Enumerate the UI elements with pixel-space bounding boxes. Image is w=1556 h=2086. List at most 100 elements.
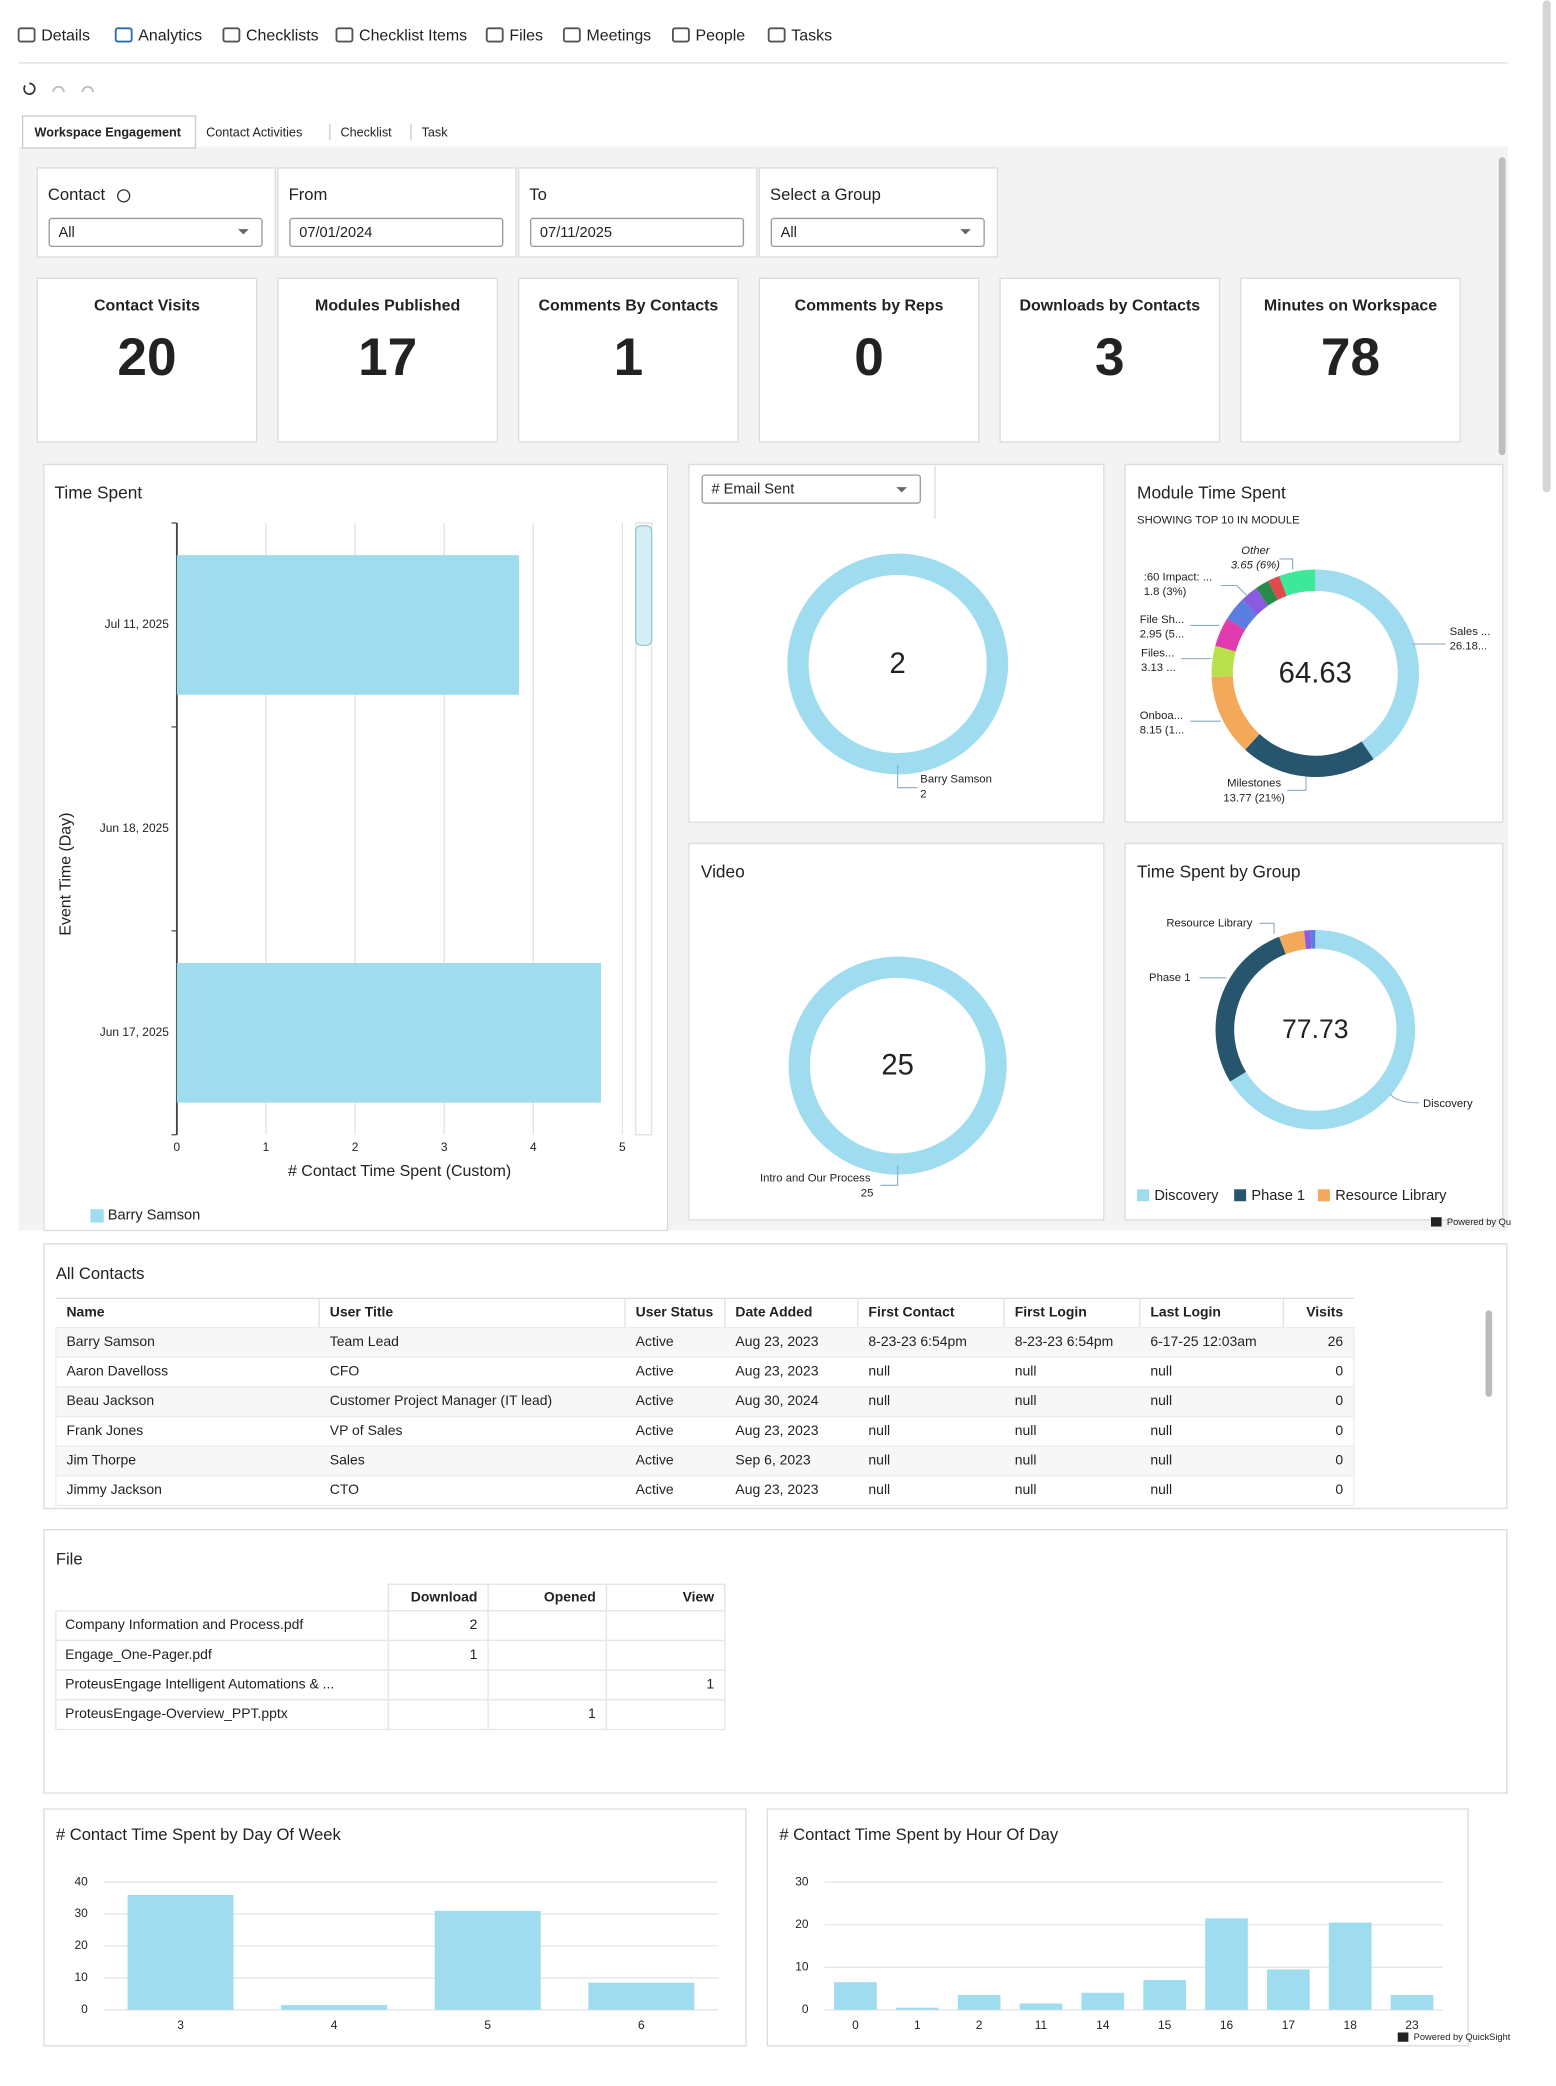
x-tick-label: 2	[352, 1140, 359, 1154]
active-subtab	[21, 115, 197, 149]
leader-line	[1220, 584, 1248, 597]
slice-label: Onboa...	[1140, 710, 1183, 722]
page-scrollbar[interactable]	[1542, 0, 1551, 493]
table-cell-box	[55, 1610, 389, 1642]
table-cell: null	[1150, 1481, 1172, 1497]
bar	[176, 555, 520, 695]
filter-input[interactable]	[529, 217, 745, 248]
kpi-label: Contact Visits	[94, 297, 200, 314]
table-cell: 1	[588, 1705, 596, 1721]
leader-line	[897, 765, 918, 789]
nav-tab[interactable]: Checklist Items	[359, 27, 467, 44]
table-cell: 0	[1335, 1392, 1343, 1408]
scroll-track	[635, 522, 653, 1136]
leader-line	[1389, 1093, 1420, 1104]
table-scrollbar[interactable]	[1485, 1310, 1493, 1397]
donut-slice	[1211, 645, 1236, 678]
chart-card	[1124, 842, 1504, 1221]
leader-line	[880, 1165, 899, 1186]
table-cell: Engage_One-Pager.pdf	[65, 1646, 212, 1662]
redo-icon[interactable]	[81, 86, 94, 93]
column-header: Last Login	[1150, 1304, 1221, 1320]
x-tick-label: 3	[441, 1140, 448, 1154]
slice-label: Files...	[1141, 647, 1174, 659]
nav-tab[interactable]: Files	[509, 27, 543, 44]
scroll-thumb[interactable]	[635, 524, 653, 647]
x-tick-label: 11	[1035, 2018, 1048, 2032]
table-cell-box	[605, 1610, 726, 1642]
donut-slice	[1211, 675, 1260, 750]
slice-label: Intro and Our Process	[760, 1173, 871, 1185]
filter-value: 07/11/2025	[540, 225, 612, 241]
donut-slice	[1279, 569, 1316, 597]
donut-slice	[787, 553, 1009, 775]
nav-tab[interactable]: Analytics	[138, 27, 202, 44]
table-cell: 26	[1328, 1333, 1344, 1349]
donut-slice	[1227, 599, 1258, 631]
table-cell: ProteusEngage-Overview_PPT.pptx	[65, 1705, 288, 1721]
dropdown-arrow	[238, 229, 249, 235]
table-cell: null	[868, 1422, 890, 1438]
nav-tab[interactable]: People	[696, 27, 746, 44]
chart-title: # Contact Time Spent by Hour Of Day	[779, 1825, 1058, 1844]
bar	[1143, 1980, 1187, 2010]
leader-line	[1259, 922, 1275, 934]
filter-input[interactable]	[48, 217, 263, 248]
filter-input[interactable]	[770, 217, 985, 248]
subtab[interactable]: Task	[422, 126, 449, 140]
bar	[834, 1982, 877, 2010]
bar	[281, 2005, 388, 2010]
table-cell-box	[387, 1699, 489, 1731]
column-header: User Title	[330, 1304, 394, 1320]
slice-label: Other	[1241, 545, 1270, 557]
subtab[interactable]: Checklist	[340, 126, 392, 140]
table-cell: null	[1015, 1422, 1037, 1438]
kpi-value: 17	[358, 328, 417, 387]
filter-value: 07/01/2024	[299, 225, 372, 241]
table-cell: Active	[636, 1422, 674, 1438]
y-tick-label: 20	[795, 1917, 809, 1931]
slice-value: 3.13 ...	[1141, 662, 1176, 674]
scrollbar[interactable]	[1498, 157, 1506, 456]
y-tick-label: 10	[795, 1959, 809, 1973]
slice-value: 13.77 (21%)	[1223, 792, 1285, 804]
refresh-icon[interactable]	[23, 82, 36, 95]
slice-value: 2	[920, 788, 926, 800]
x-tick-label: 0	[174, 1140, 181, 1154]
dropdown-value: # Email Sent	[712, 482, 795, 498]
table-cell: null	[868, 1392, 890, 1408]
table-cell: 1	[706, 1676, 714, 1692]
subtab[interactable]: Workspace Engagement	[35, 126, 182, 140]
table-cell: Aug 23, 2023	[735, 1363, 818, 1379]
table-cell: null	[868, 1363, 890, 1379]
table-cell: Active	[636, 1333, 674, 1349]
y-tick-label: 40	[74, 1874, 88, 1888]
donut-total: 77.73	[1282, 1014, 1349, 1044]
nav-tab[interactable]: Details	[41, 27, 90, 44]
nav-icon	[222, 27, 241, 43]
subtab[interactable]: Contact Activities	[206, 126, 302, 140]
undo-icon[interactable]	[52, 86, 65, 93]
powered-by-text: Powered by QuickSight	[1447, 1217, 1544, 1227]
nav-tab[interactable]: Tasks	[791, 27, 832, 44]
slice-value: 3.65 (6%)	[1231, 560, 1280, 572]
slice-label: Resource Library	[1166, 917, 1252, 929]
filter-input[interactable]	[289, 217, 504, 248]
filter-label: Contact	[48, 185, 106, 204]
bar	[127, 1894, 234, 2010]
table-cell: null	[1150, 1363, 1172, 1379]
table-cell: Active	[636, 1452, 674, 1468]
toolbar	[23, 82, 94, 95]
x-tick-label: 5	[619, 1140, 626, 1154]
y-tick-label: Jul 11, 2025	[105, 617, 170, 631]
table-cell: ProteusEngage Intelligent Automations & …	[65, 1676, 334, 1692]
table-cell-box	[487, 1669, 608, 1701]
kpi-label: Modules Published	[315, 297, 460, 314]
nav-tab[interactable]: Meetings	[586, 27, 651, 44]
slice-label: Discovery	[1423, 1098, 1473, 1110]
nav-tab[interactable]: Checklists	[246, 27, 319, 44]
bar	[1019, 2003, 1063, 2010]
column-header: User Status	[636, 1304, 714, 1320]
dropdown[interactable]	[701, 474, 921, 504]
